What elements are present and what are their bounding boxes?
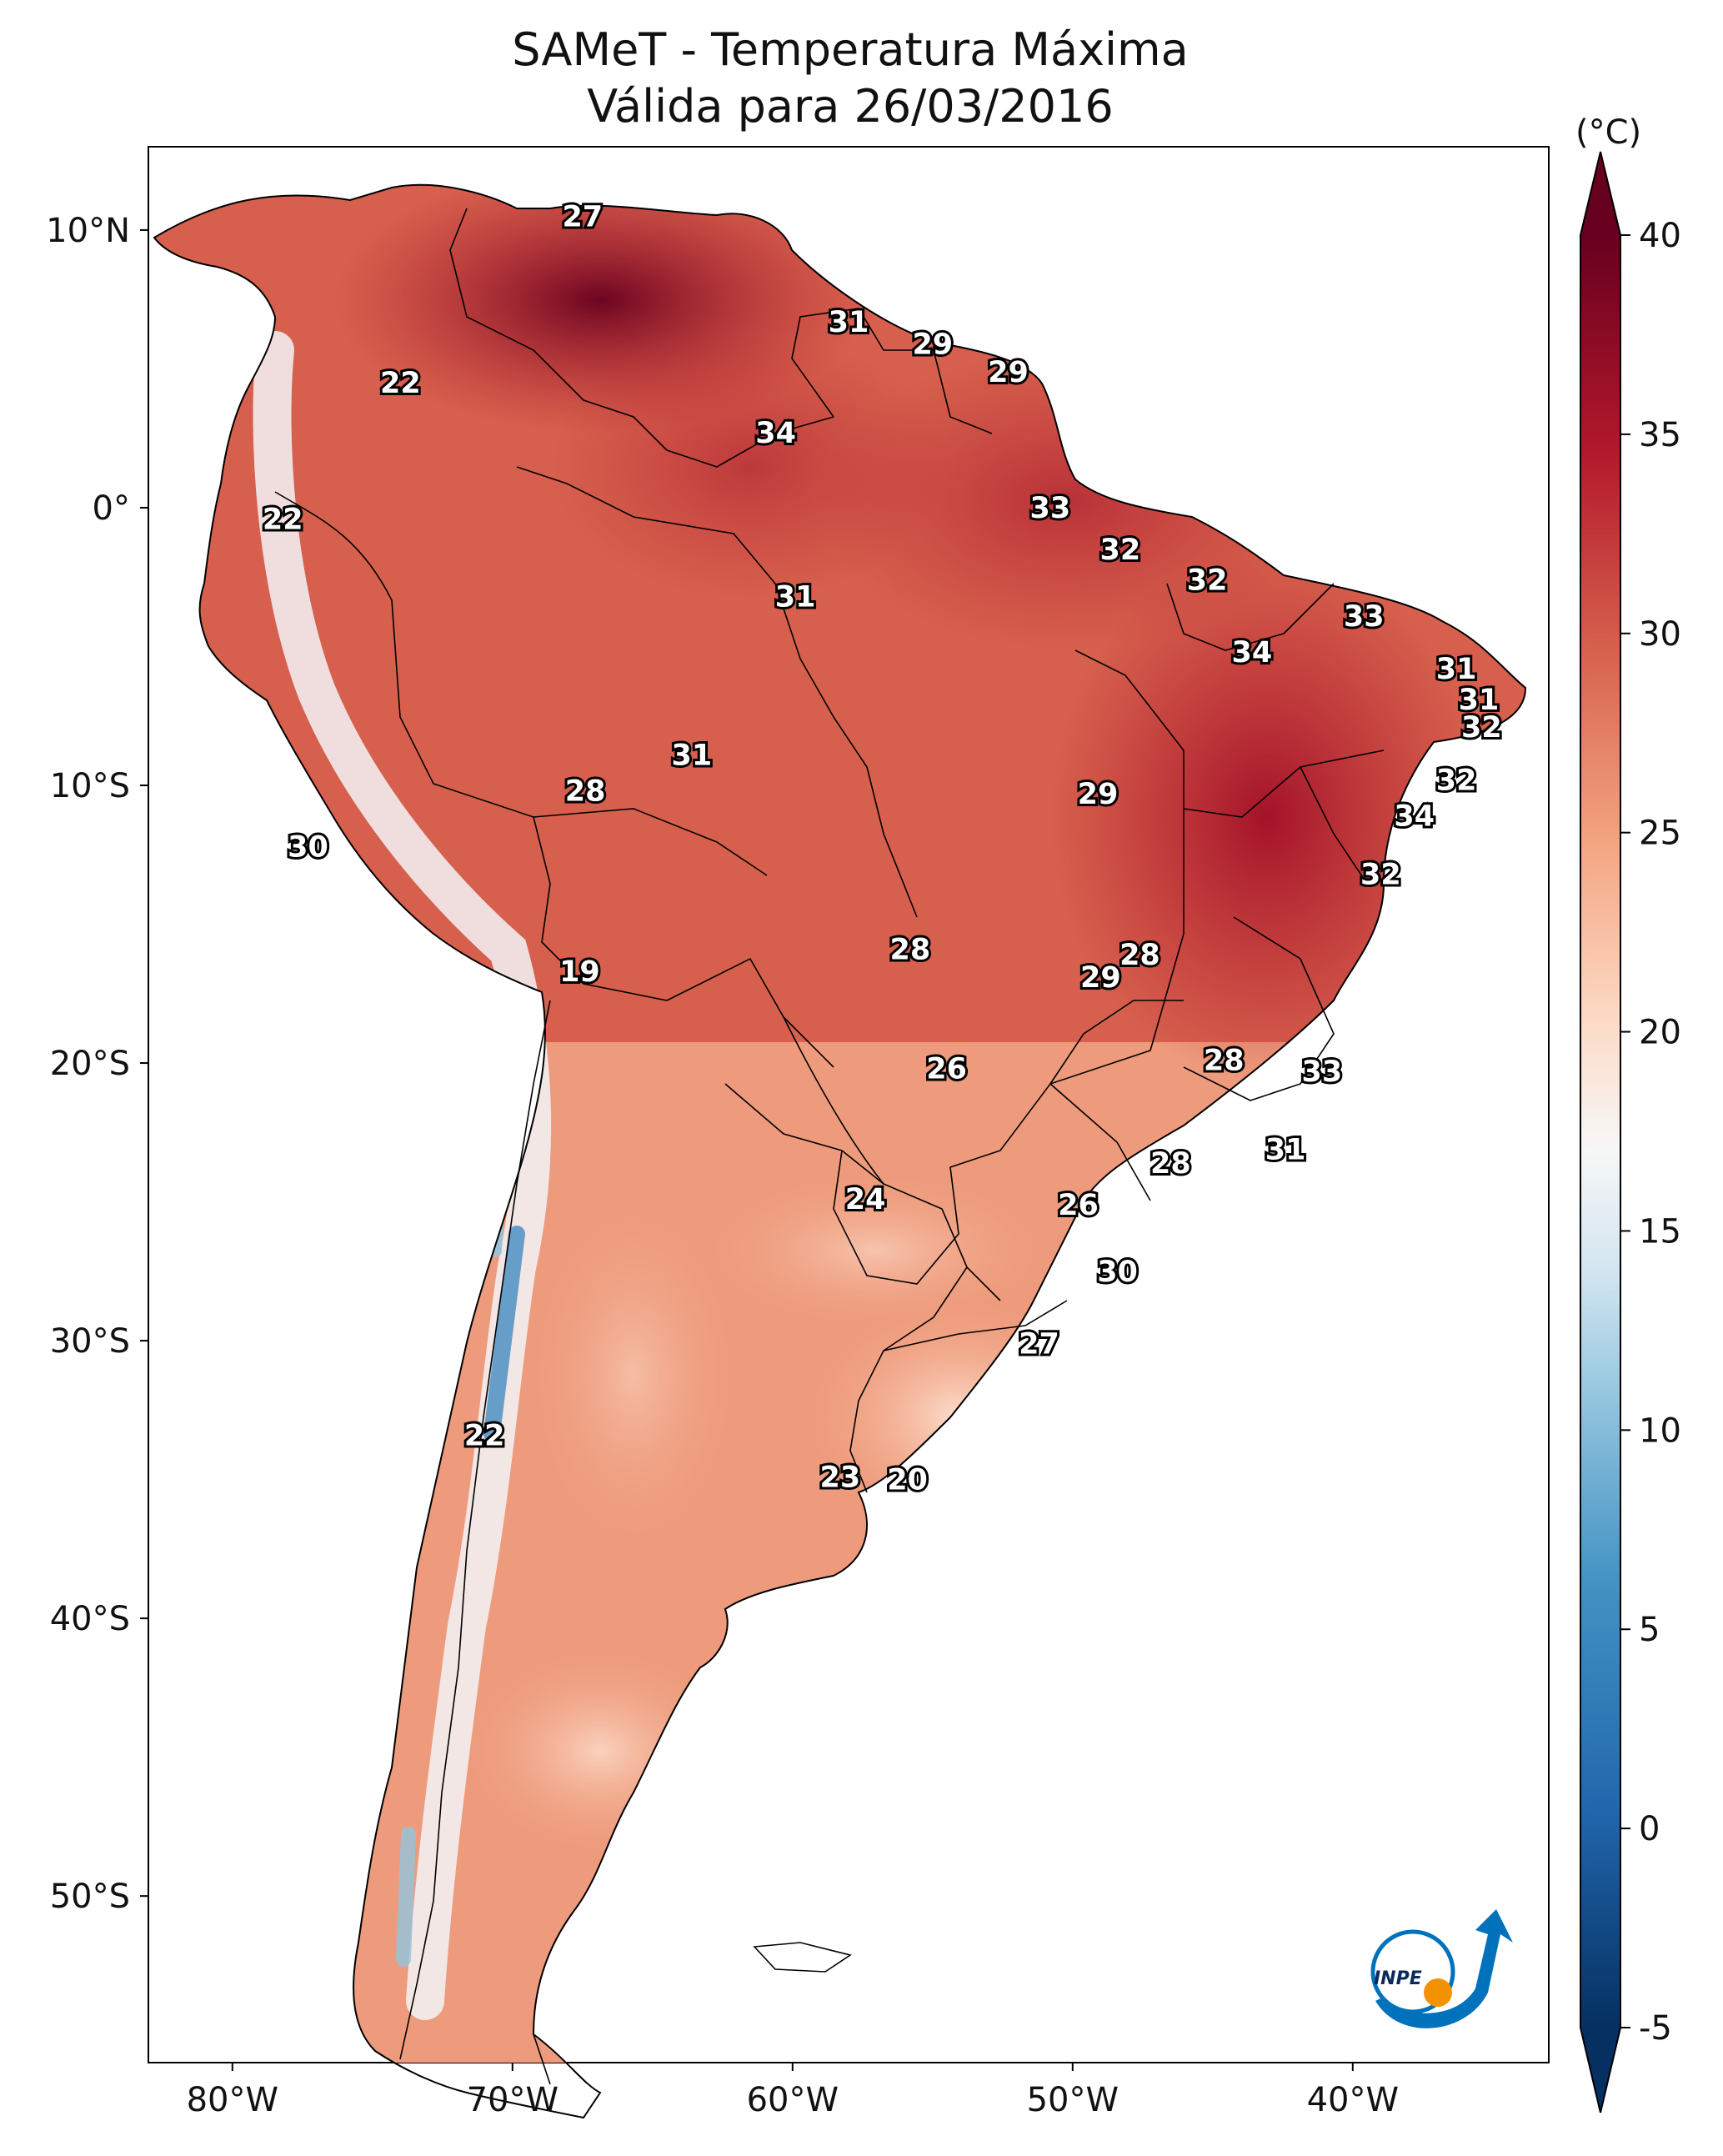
colorbar-tick-label: 30: [1639, 615, 1681, 654]
temperature-label: 28: [565, 775, 606, 809]
temperature-label: 30: [1097, 1256, 1138, 1289]
colorbar-tick-label: 20: [1639, 1014, 1681, 1052]
colorbar-tick-label: 10: [1639, 1411, 1681, 1450]
temperature-label: 28: [1204, 1045, 1245, 1078]
temperature-label: 34: [1394, 800, 1435, 834]
temperature-label: 28: [1150, 1147, 1191, 1181]
temperature-label: 20: [887, 1464, 928, 1497]
colorbar-tick-label: 25: [1639, 815, 1681, 853]
temperature-label: 22: [380, 367, 421, 400]
colorbar-top-extend: [1580, 152, 1620, 235]
y-axis: 10°N 0° 10°S 20°S 30°S 40°S 50°S: [46, 212, 148, 1916]
y-tick-label: 0°: [93, 489, 130, 528]
colorbar-tick-label: 35: [1639, 416, 1681, 454]
y-tick-label: 50°S: [50, 1878, 130, 1916]
y-tick-label: 10°S: [50, 767, 130, 805]
colorbar-tick-label: 15: [1639, 1212, 1681, 1251]
falkland-islands: [753, 1942, 852, 1973]
y-tick-label: 10°N: [46, 212, 130, 250]
y-tick-label: 40°S: [50, 1600, 130, 1638]
temperature-label: 19: [559, 955, 600, 989]
temperature-label: 34: [755, 417, 796, 450]
temperature-label: 31: [1436, 653, 1477, 686]
country-borders: [274, 208, 1385, 2085]
temperature-label: 22: [464, 1419, 505, 1452]
x-tick-label: 50°W: [1027, 2081, 1119, 2119]
x-tick-label: 70°W: [467, 2081, 558, 2119]
temperature-label: 26: [1058, 1189, 1099, 1222]
map-title: SAMeT - Temperatura Máxima: [512, 23, 1189, 76]
colorbar-tick-label: 0: [1639, 1810, 1660, 1848]
temperature-label: 32: [1187, 564, 1228, 598]
y-tick-label: 30°S: [50, 1322, 130, 1361]
map-subtitle: Válida para 26/03/2016: [587, 80, 1114, 133]
temperature-label: 29: [1080, 961, 1121, 995]
temperature-label: 32: [1100, 534, 1141, 567]
temperature-label: 32: [1360, 859, 1401, 892]
temperature-label: 31: [775, 581, 816, 614]
temperature-label: 33: [1030, 492, 1071, 525]
temperature-label: 32: [1436, 764, 1477, 797]
x-tick-label: 80°W: [187, 2081, 278, 2119]
temperature-label: 31: [671, 739, 712, 772]
temperature-label: 31: [1459, 684, 1500, 717]
temperature-label: 33: [1301, 1055, 1342, 1089]
temperature-label: 29: [988, 356, 1029, 389]
temperature-label: 34: [1231, 636, 1272, 669]
temperature-label: 33: [1344, 600, 1385, 634]
x-tick-label: 40°W: [1307, 2081, 1399, 2119]
temperature-label: 22: [263, 503, 303, 536]
temperature-label: 32: [1461, 711, 1502, 745]
temperature-label: 27: [1019, 1327, 1059, 1361]
colorbar-tick-label: 40: [1639, 217, 1681, 255]
colorbar-tick-label: 5: [1639, 1611, 1660, 1649]
temperature-label: 26: [926, 1053, 967, 1086]
temperature-label: 31: [829, 306, 869, 339]
temperature-label: 23: [820, 1461, 861, 1494]
temperature-label: 28: [1119, 939, 1160, 972]
temperature-label: 30: [288, 830, 328, 864]
temperature-label: 29: [1078, 778, 1119, 811]
temperature-label: 27: [562, 200, 603, 233]
colorbar-unit: (°C): [1575, 113, 1641, 152]
colorbar-bottom-extend: [1580, 2028, 1620, 2113]
temperature-label: 24: [845, 1183, 886, 1216]
x-tick-label: 60°W: [747, 2081, 839, 2119]
y-tick-label: 20°S: [50, 1045, 130, 1083]
logo-text: INPE: [1374, 1968, 1422, 1989]
temperature-label: 29: [912, 328, 953, 361]
colorbar-bar: [1580, 235, 1620, 2028]
temperature-label: 28: [890, 933, 931, 966]
colorbar: (°C) 40 35 30 25 20 15 10 5 0 -5: [1575, 113, 1681, 2113]
inpe-logo-icon: INPE: [1370, 1909, 1513, 2028]
temperature-label: 31: [1265, 1133, 1306, 1166]
colorbar-tick-label: -5: [1639, 2009, 1672, 2048]
x-axis: 80°W 70°W 60°W 50°W 40°W: [187, 2063, 1399, 2119]
